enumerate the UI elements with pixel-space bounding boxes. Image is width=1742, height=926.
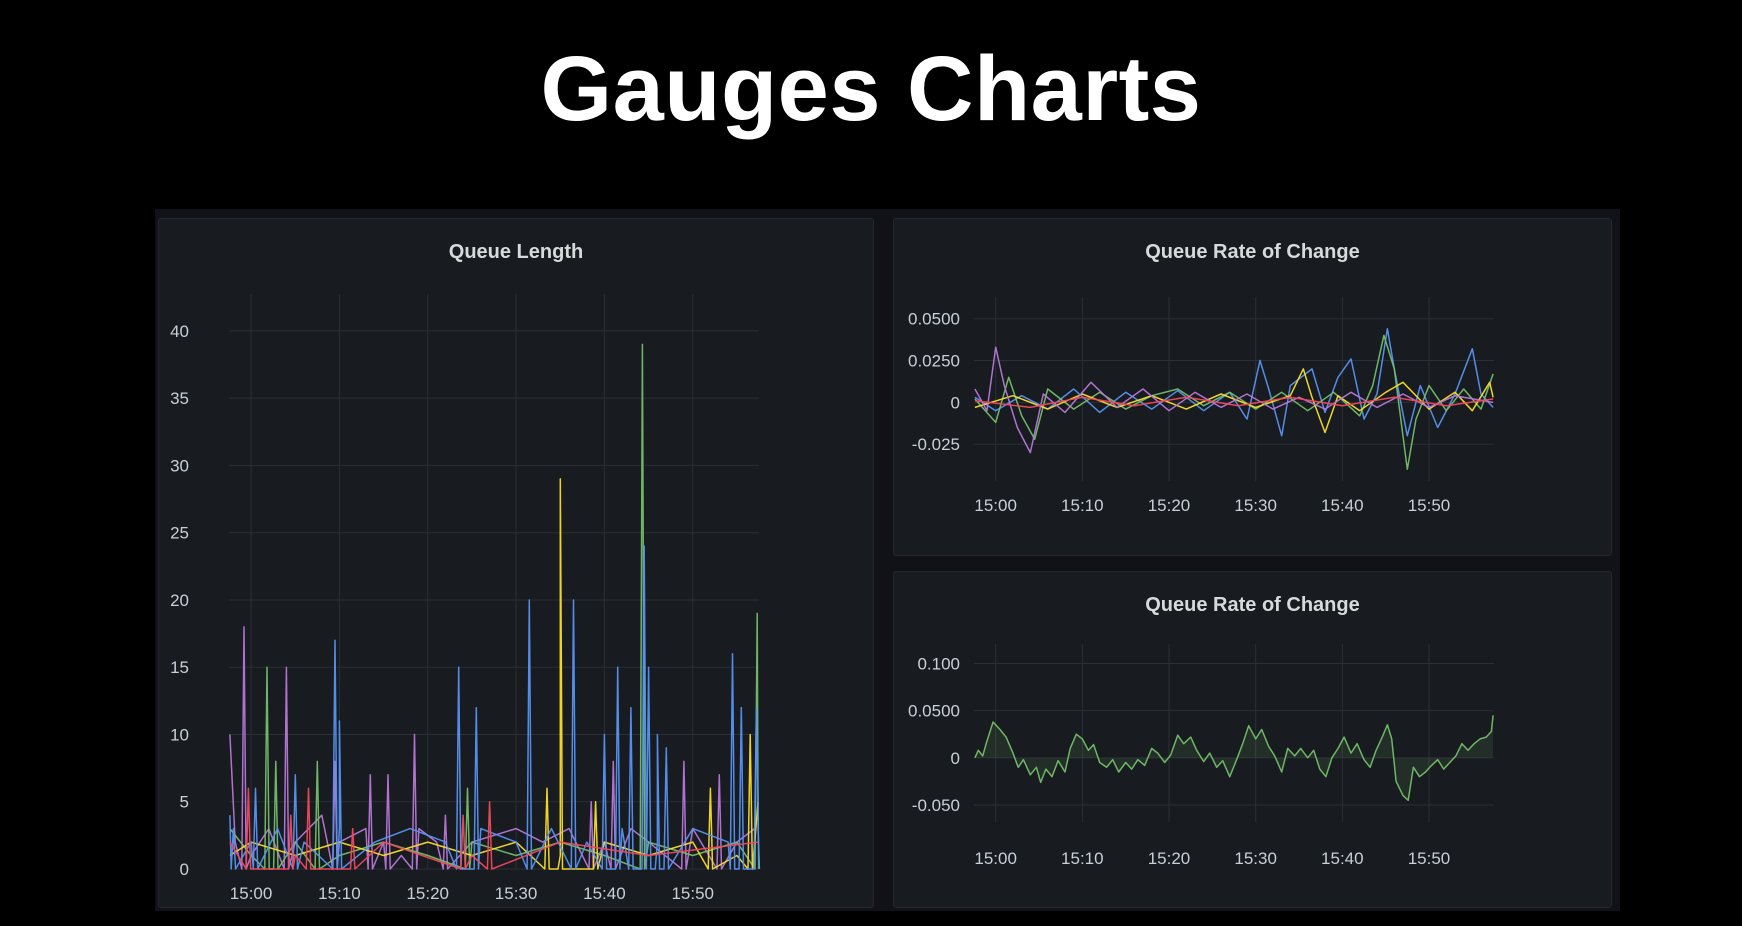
x-tick-label: 15:00 — [230, 884, 273, 903]
x-tick-label: 15:10 — [1061, 496, 1104, 515]
series-line — [974, 396, 1494, 409]
series-line — [974, 346, 1494, 454]
x-tick-label: 15:40 — [1321, 849, 1364, 868]
y-tick-label: 0 — [951, 749, 960, 768]
y-tick-label: 15 — [170, 658, 189, 677]
x-tick-label: 15:00 — [974, 496, 1017, 515]
panel-queue-rate-of-change-2[interactable]: Queue Rate of Change 0.100 0.0500 0 -0.050 1… — [893, 571, 1612, 908]
y-tick-label: 0 — [951, 393, 960, 412]
y-tick-label: 25 — [170, 524, 189, 543]
panel-queue-length[interactable]: Queue Length 0 5 10 15 20 25 30 35 40 15:00 15:10 1… — [158, 218, 874, 908]
x-tick-label: 15:30 — [495, 884, 538, 903]
y-tick-label: -0.025 — [912, 435, 960, 454]
panel-title: Queue Rate of Change — [1145, 594, 1360, 616]
x-tick-label: 15:00 — [974, 849, 1017, 868]
series-line — [229, 545, 760, 870]
series-line — [229, 787, 759, 870]
x-tick-label: 15:30 — [1234, 496, 1277, 515]
y-tick-label: 0.0500 — [908, 702, 960, 721]
x-tick-label: 15:50 — [671, 884, 714, 903]
series-area-fill — [974, 715, 1494, 801]
series-line — [229, 478, 759, 870]
x-tick-label: 15:30 — [1234, 849, 1277, 868]
queue-rate-chart-2: 0.100 0.0500 0 -0.050 15:00 15:10 15:20 15:30 15… — [908, 644, 1494, 868]
x-tick-label: 15:40 — [583, 884, 626, 903]
series-line — [974, 715, 1494, 802]
y-tick-label: 20 — [170, 591, 189, 610]
x-tick-label: 15:20 — [1148, 496, 1191, 515]
slide-title: Gauges Charts — [540, 38, 1202, 140]
y-tick-label: 5 — [180, 793, 189, 812]
y-tick-label: 0.0250 — [908, 352, 960, 371]
x-tick-label: 15:50 — [1408, 496, 1451, 515]
queue-length-chart: 0 5 10 15 20 25 30 35 40 15:00 15:10 15:20 15:30 15:4… — [170, 294, 761, 903]
series-line — [974, 328, 1494, 437]
x-tick-label: 15:10 — [1061, 849, 1104, 868]
series-line — [229, 343, 761, 870]
panel-title: Queue Length — [448, 241, 584, 263]
x-tick-label: 15:50 — [1408, 849, 1451, 868]
dashboard: Queue Length 0 5 10 15 20 25 30 35 40 15:00 15:10 1… — [155, 209, 1620, 911]
y-tick-label: 30 — [170, 456, 189, 475]
x-tick-label: 15:20 — [1148, 849, 1191, 868]
x-tick-label: 15:20 — [406, 884, 449, 903]
panel-title: Queue Rate of Change — [1145, 241, 1360, 263]
x-tick-label: 15:10 — [318, 884, 361, 903]
x-tick-label: 15:40 — [1321, 496, 1364, 515]
y-tick-label: 10 — [170, 725, 189, 744]
y-tick-label: 35 — [170, 389, 189, 408]
y-tick-label: 0 — [180, 860, 189, 879]
panel-queue-rate-of-change-1[interactable]: Queue Rate of Change 0.0500 0.0250 0 -0.025… — [893, 218, 1612, 556]
y-tick-label: 40 — [170, 322, 189, 341]
y-tick-label: 0.100 — [917, 654, 960, 673]
queue-rate-chart-1: 0.0500 0.0250 0 -0.025 15:00 15:10 15:20 15:30 1… — [908, 297, 1494, 515]
y-tick-label: 0.0500 — [908, 310, 960, 329]
y-tick-label: -0.050 — [912, 796, 960, 815]
